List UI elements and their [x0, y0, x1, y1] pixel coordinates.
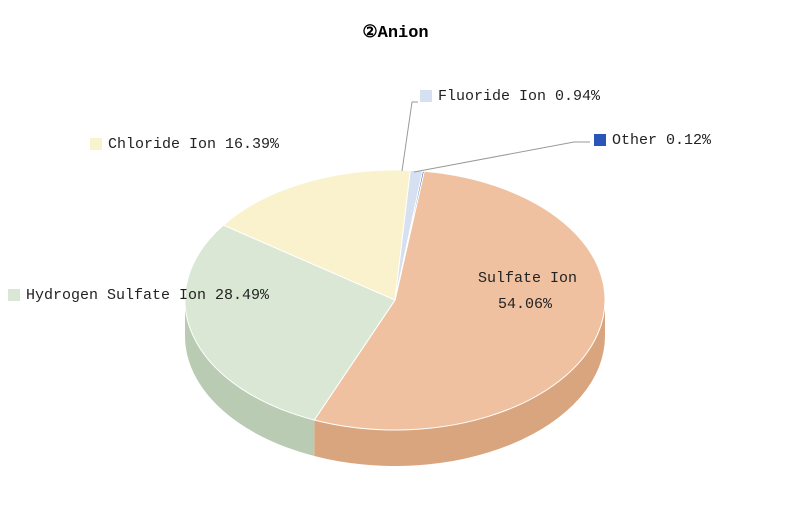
swatch-other [594, 134, 606, 146]
slice-label-hydrogen-sulfate-text: Hydrogen Sulfate Ion 28.49% [26, 287, 269, 304]
slice-label-chloride: Chloride Ion 16.39% [90, 136, 279, 153]
slice-label-fluoride: Fluoride Ion 0.94% [420, 88, 600, 105]
slice-label-hydrogen-sulfate: Hydrogen Sulfate Ion 28.49% [8, 287, 269, 304]
slice-label-chloride-text: Chloride Ion 16.39% [108, 136, 279, 153]
slice-label-fluoride-text: Fluoride Ion 0.94% [438, 88, 600, 105]
slice-label-other: Other 0.12% [594, 132, 711, 149]
swatch-fluoride [420, 90, 432, 102]
anion-pie-chart [0, 0, 791, 521]
slice-label-sulfate-name: Sulfate Ion [478, 270, 577, 287]
slice-label-sulfate-pct: 54.06% [498, 296, 552, 313]
swatch-hydrogen-sulfate [8, 289, 20, 301]
swatch-chloride [90, 138, 102, 150]
slice-label-other-text: Other 0.12% [612, 132, 711, 149]
